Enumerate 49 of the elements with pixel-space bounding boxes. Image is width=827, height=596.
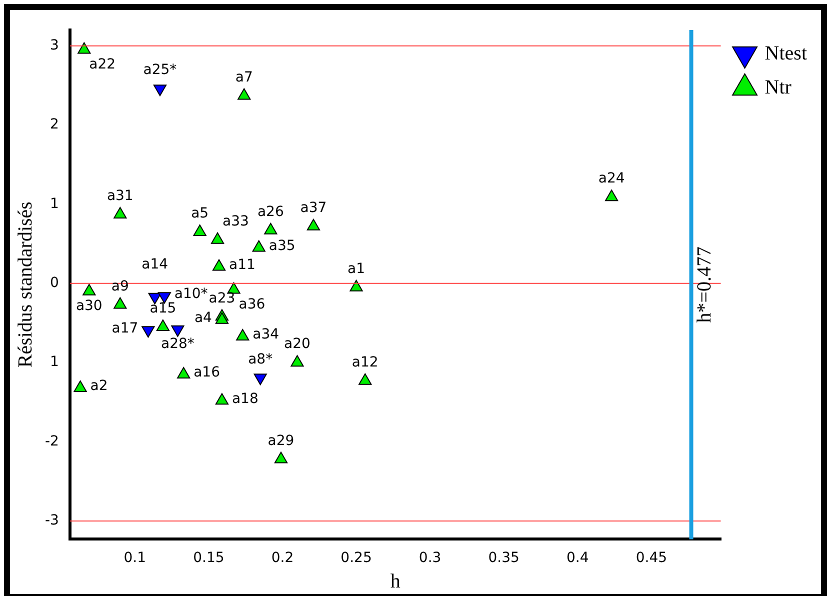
x-tick-label: 0.15 bbox=[193, 550, 224, 566]
x-tick-label: 0.35 bbox=[488, 550, 520, 566]
annotation: a34 bbox=[252, 326, 280, 343]
annotation: a28* bbox=[160, 336, 194, 352]
annotation: a4 bbox=[194, 310, 212, 326]
y-tick-label: 0 bbox=[50, 275, 59, 292]
y-tick-label: 1 bbox=[50, 354, 59, 370]
y-tick-label: -2 bbox=[44, 433, 59, 450]
annotation: a17 bbox=[112, 320, 138, 336]
y-tick-label: 3 bbox=[50, 37, 59, 54]
annotation: a30 bbox=[76, 298, 102, 314]
ref-line-label: h*=0.477 bbox=[694, 246, 716, 323]
y-tick-label: 1 bbox=[50, 196, 59, 212]
x-tick-label: 0.1 bbox=[124, 550, 146, 566]
annotation: a10* bbox=[174, 286, 208, 302]
x-tick-label: 0.2 bbox=[271, 550, 294, 566]
annotation: a22 bbox=[89, 56, 116, 72]
y-tick-label: 2 bbox=[50, 116, 59, 133]
x-tick-label: 0.3 bbox=[418, 550, 442, 566]
x-tick-label: 0.4 bbox=[566, 550, 589, 566]
legend-label: Ntr bbox=[764, 76, 792, 98]
annotation: a25* bbox=[143, 62, 177, 78]
annotation: a36 bbox=[238, 296, 266, 312]
annotation: a14 bbox=[142, 256, 168, 273]
annotation: a2 bbox=[90, 378, 108, 394]
annotation: a23 bbox=[208, 290, 236, 306]
y-axis-title: Résidus standardisés bbox=[14, 201, 36, 368]
annotation: a18 bbox=[232, 390, 258, 407]
annotation: a11 bbox=[229, 256, 256, 273]
annotation: a31 bbox=[106, 188, 134, 204]
annotation: a20 bbox=[284, 336, 310, 352]
annotation: a16 bbox=[194, 364, 220, 381]
annotation: a15 bbox=[150, 300, 176, 317]
annotation: a37 bbox=[300, 200, 327, 216]
annotation: a26 bbox=[257, 204, 284, 220]
x-tick-label: 0.25 bbox=[340, 550, 372, 566]
annotation: a8* bbox=[248, 351, 273, 368]
annotation: a29 bbox=[268, 432, 294, 449]
annotation: a7 bbox=[235, 69, 253, 86]
annotation: a35 bbox=[268, 238, 296, 254]
x-axis-title: h bbox=[390, 570, 400, 592]
y-tick-label: -3 bbox=[44, 512, 59, 529]
annotation: a12 bbox=[352, 354, 378, 370]
annotation: a33 bbox=[222, 214, 249, 230]
annotation: a5 bbox=[191, 206, 209, 222]
x-tick-label: 0.45 bbox=[636, 550, 668, 566]
annotation: a24 bbox=[598, 170, 625, 187]
annotation: a1 bbox=[348, 261, 366, 278]
legend-label: Ntest bbox=[764, 42, 808, 64]
